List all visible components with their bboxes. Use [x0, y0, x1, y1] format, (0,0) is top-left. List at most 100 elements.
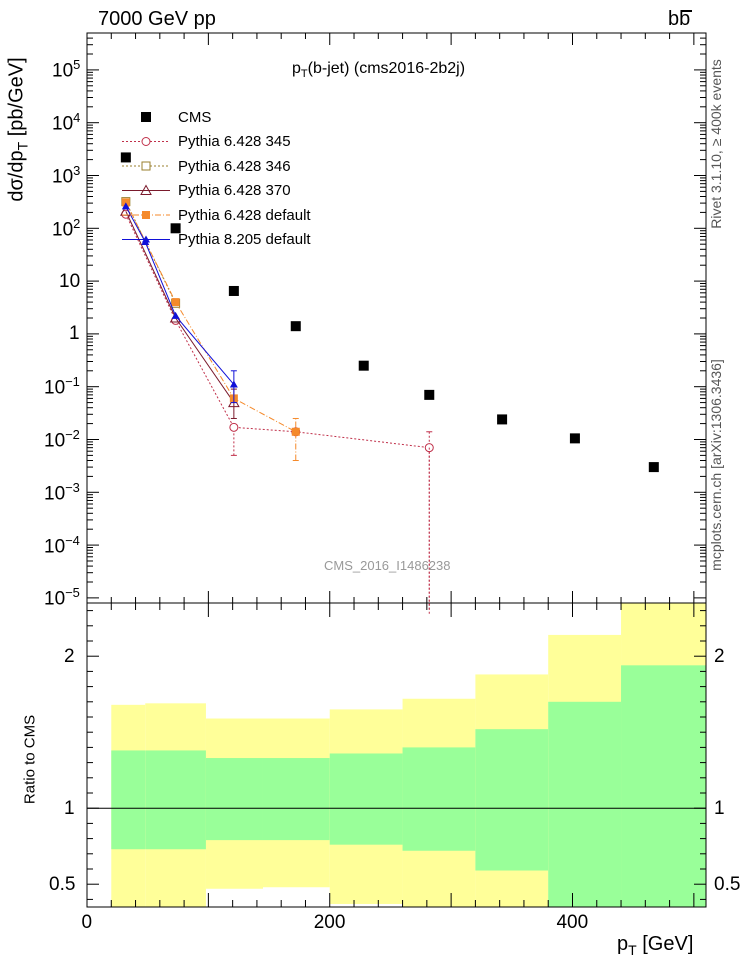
y-tick-label-4: 10−1 — [44, 374, 80, 399]
legend-entry-1 — [122, 137, 170, 146]
x-tick-label-2-base: 400 — [556, 911, 589, 933]
y-tick-label-8-base: 10 — [52, 166, 74, 188]
legend-label-1-base: Pythia 6.428 345 — [178, 133, 291, 150]
legend-label-4: Pythia 6.428 default — [178, 208, 311, 223]
series-pythia-8-205-default — [121, 202, 238, 404]
y-tick-label-9: 104 — [52, 111, 80, 133]
plot-title-sub: T — [300, 68, 308, 81]
y-axis-label: dσ/dpT [pb/GeV] — [5, 50, 31, 210]
y-tick-label-2-exp: −3 — [65, 479, 80, 495]
ratio-band-inner-5 — [402, 747, 476, 851]
y-label-main: dσ/dp — [5, 150, 28, 202]
y-tick-label-2-base: 10 — [44, 483, 66, 505]
legend-marker — [142, 211, 150, 219]
point-4 — [358, 360, 369, 371]
legend-entry-4 — [122, 211, 170, 219]
process-bar — [681, 10, 692, 12]
series-pythia-6-428-345 — [121, 209, 434, 614]
y-tick-label-8-exp: 3 — [73, 163, 81, 178]
point-1 — [170, 223, 181, 234]
legend-entry-0 — [141, 112, 151, 122]
point-0 — [121, 198, 130, 207]
x-tick-label-0: 0 — [82, 913, 93, 932]
ratio-y-tick-label-right-0: 0.5 — [714, 875, 740, 894]
y-tick-label-5-base: 1 — [69, 323, 80, 345]
ratio-y-tick-label-left-0-base: 0.5 — [49, 873, 76, 895]
point-6 — [497, 414, 508, 425]
ratio-y-tick-label-left-1: 1 — [64, 799, 75, 818]
legend-entry-5 — [122, 235, 170, 243]
series-layer — [119, 152, 659, 614]
legend-entry-2 — [122, 161, 170, 171]
point-7 — [569, 433, 580, 444]
legend-marker — [140, 184, 152, 195]
legend-label-5-base: Pythia 8.205 default — [178, 231, 311, 248]
legend-entry-3 — [122, 184, 170, 195]
ratio-y-tick-label-left-0: 0.5 — [49, 875, 75, 894]
point-2 — [171, 311, 180, 319]
y-tick-label-0-exp: −5 — [65, 585, 80, 601]
legend-marker — [141, 112, 151, 122]
ratio-y-axis-label: Ratio to CMS — [21, 714, 39, 805]
point-3 — [229, 380, 238, 388]
x-tick-label-1-base: 200 — [313, 911, 346, 933]
x-axis-label: pT [GeV] — [617, 934, 693, 957]
ratio-band-inner-1 — [145, 750, 206, 850]
ratio-band-inner-8 — [621, 665, 706, 907]
legend — [122, 112, 170, 243]
plot-title: pT(b-jet) (cms2016-2b2j) — [292, 61, 465, 80]
ratio-plot-frame — [86, 602, 707, 908]
point-0 — [120, 152, 131, 163]
legend-label-4-base: Pythia 6.428 default — [178, 206, 311, 224]
process-text: bb — [668, 8, 691, 30]
y-tick-label-4-base: 10 — [44, 377, 66, 399]
y-tick-label-10-base: 10 — [52, 60, 74, 82]
point-2 — [228, 285, 239, 296]
legend-marker — [142, 235, 150, 243]
legend-label-0: CMS — [178, 110, 211, 125]
legend-label-2: Pythia 6.428 346 — [178, 159, 291, 174]
ratio-frame-border — [86, 602, 707, 908]
x-label-sub: T — [628, 942, 637, 958]
y-tick-label-6: 10 — [59, 272, 80, 291]
rivet-label: Rivet 3.1.10, ≥ 400k events — [708, 59, 724, 229]
y-tick-label-10: 105 — [52, 58, 80, 82]
legend-label-2-base: Pythia 6.428 346 — [178, 157, 291, 175]
legend-label-1: Pythia 6.428 345 — [178, 134, 291, 149]
point-5 — [424, 389, 435, 400]
y-tick-label-3-base: 10 — [44, 430, 66, 452]
ratio-band-inner-6 — [475, 729, 549, 871]
ratio-band-inner-0 — [111, 750, 146, 850]
ratio-y-tick-label-right-2-base: 2 — [714, 645, 725, 667]
x-tick-label-1: 200 — [314, 913, 346, 932]
ratio-y-tick-label-left-2: 2 — [64, 647, 75, 666]
point-3 — [290, 321, 301, 332]
legend-label-3-base: Pythia 6.428 370 — [178, 182, 291, 199]
legend-marker — [141, 137, 151, 146]
x-label-main: p — [617, 933, 629, 955]
y-tick-label-1-exp: −4 — [65, 532, 80, 548]
y-tick-label-7: 102 — [52, 217, 80, 241]
y-tick-label-0-base: 10 — [44, 588, 66, 610]
y-tick-label-7-base: 10 — [52, 219, 74, 241]
legend-label-0-base: CMS — [178, 108, 212, 126]
ratio-y-tick-label-right-1: 1 — [714, 799, 725, 818]
y-tick-label-1: 10−4 — [44, 532, 80, 556]
ratio-y-tick-label-left-1-base: 1 — [64, 797, 75, 819]
y-tick-label-4-exp: −1 — [65, 374, 80, 390]
y-tick-label-0: 10−5 — [44, 585, 80, 610]
point-8 — [648, 462, 659, 473]
ratio-y-tick-label-right-2: 2 — [714, 647, 725, 666]
y-tick-label-6-base: 10 — [59, 270, 81, 292]
ratio-y-tick-label-right-1-base: 1 — [714, 797, 725, 819]
ratio-y-tick-label-left-2-base: 2 — [64, 645, 75, 667]
series-cms — [120, 152, 659, 473]
ratio-band-inner-4 — [329, 753, 403, 845]
plot-title-p: p — [292, 60, 301, 77]
legend-marker — [141, 161, 151, 171]
point-0 — [121, 202, 130, 210]
x-label-unit: [GeV] — [636, 933, 694, 955]
legend-label-3: Pythia 6.428 370 — [178, 183, 291, 198]
series-line — [125, 206, 235, 385]
